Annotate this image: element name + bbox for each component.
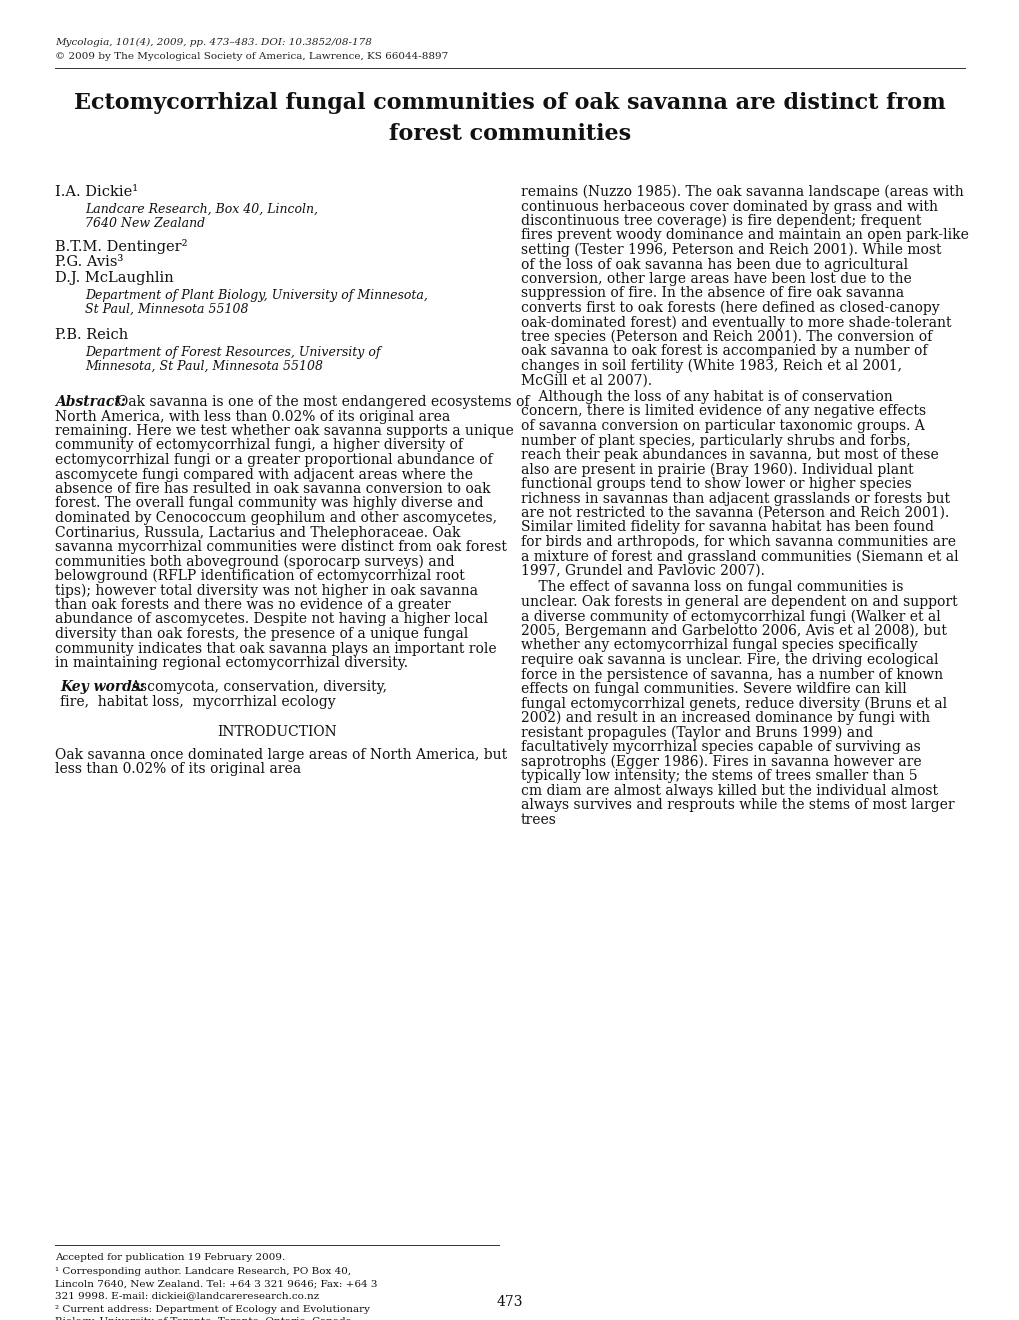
- Text: whether any ectomycorrhizal fungal species specifically: whether any ectomycorrhizal fungal speci…: [521, 639, 917, 652]
- Text: community indicates that oak savanna plays an important role: community indicates that oak savanna pla…: [55, 642, 496, 656]
- Text: Similar limited fidelity for savanna habitat has been found: Similar limited fidelity for savanna hab…: [521, 520, 933, 535]
- Text: Biology, University of Toronto, Toronto, Ontario, Canada: Biology, University of Toronto, Toronto,…: [55, 1317, 352, 1320]
- Text: Although the loss of any habitat is of conservation: Although the loss of any habitat is of c…: [521, 389, 892, 404]
- Text: North America, with less than 0.02% of its original area: North America, with less than 0.02% of i…: [55, 409, 449, 424]
- Text: resistant propagules (Taylor and Bruns 1999) and: resistant propagules (Taylor and Bruns 1…: [521, 726, 872, 741]
- Text: communities both aboveground (sporocarp surveys) and: communities both aboveground (sporocarp …: [55, 554, 454, 569]
- Text: of savanna conversion on particular taxonomic groups. A: of savanna conversion on particular taxo…: [521, 418, 924, 433]
- Text: in maintaining regional ectomycorrhizal diversity.: in maintaining regional ectomycorrhizal …: [55, 656, 408, 671]
- Text: savanna mycorrhizal communities were distinct from oak forest: savanna mycorrhizal communities were dis…: [55, 540, 506, 554]
- Text: 1997, Grundel and Pavlovic 2007).: 1997, Grundel and Pavlovic 2007).: [521, 564, 764, 578]
- Text: © 2009 by The Mycological Society of America, Lawrence, KS 66044-8897: © 2009 by The Mycological Society of Ame…: [55, 51, 447, 61]
- Text: number of plant species, particularly shrubs and forbs,: number of plant species, particularly sh…: [521, 433, 910, 447]
- Text: oak-dominated forest) and eventually to more shade-tolerant: oak-dominated forest) and eventually to …: [521, 315, 951, 330]
- Text: remaining. Here we test whether oak savanna supports a unique: remaining. Here we test whether oak sava…: [55, 424, 514, 438]
- Text: trees: trees: [521, 813, 556, 826]
- Text: force in the persistence of savanna, has a number of known: force in the persistence of savanna, has…: [521, 668, 943, 681]
- Text: less than 0.02% of its original area: less than 0.02% of its original area: [55, 762, 301, 776]
- Text: 473: 473: [496, 1295, 523, 1309]
- Text: B.T.M. Dentinger²: B.T.M. Dentinger²: [55, 239, 187, 253]
- Text: Mycologia, 101(4), 2009, pp. 473–483. DOI: 10.3852/08-178: Mycologia, 101(4), 2009, pp. 473–483. DO…: [55, 38, 372, 48]
- Text: Accepted for publication 19 February 2009.: Accepted for publication 19 February 200…: [55, 1253, 285, 1262]
- Text: 2005, Bergemann and Garbelotto 2006, Avis et al 2008), but: 2005, Bergemann and Garbelotto 2006, Avi…: [521, 624, 946, 639]
- Text: forest. The overall fungal community was highly diverse and: forest. The overall fungal community was…: [55, 496, 483, 511]
- Text: saprotrophs (Egger 1986). Fires in savanna however are: saprotrophs (Egger 1986). Fires in savan…: [521, 755, 921, 768]
- Text: P.G. Avis³: P.G. Avis³: [55, 255, 123, 269]
- Text: require oak savanna is unclear. Fire, the driving ecological: require oak savanna is unclear. Fire, th…: [521, 653, 937, 667]
- Text: concern, there is limited evidence of any negative effects: concern, there is limited evidence of an…: [521, 404, 925, 418]
- Text: typically low intensity; the stems of trees smaller than 5: typically low intensity; the stems of tr…: [521, 770, 917, 783]
- Text: Landcare Research, Box 40, Lincoln,: Landcare Research, Box 40, Lincoln,: [85, 203, 318, 216]
- Text: Abstract:: Abstract:: [55, 395, 125, 409]
- Text: ¹ Corresponding author. Landcare Research, PO Box 40,: ¹ Corresponding author. Landcare Researc…: [55, 1267, 351, 1276]
- Text: absence of fire has resulted in oak savanna conversion to oak: absence of fire has resulted in oak sava…: [55, 482, 490, 496]
- Text: INTRODUCTION: INTRODUCTION: [217, 726, 336, 739]
- Text: abundance of ascomycetes. Despite not having a higher local: abundance of ascomycetes. Despite not ha…: [55, 612, 487, 627]
- Text: cm diam are almost always killed but the individual almost: cm diam are almost always killed but the…: [521, 784, 937, 797]
- Text: functional groups tend to show lower or higher species: functional groups tend to show lower or …: [521, 477, 911, 491]
- Text: for birds and arthropods, for which savanna communities are: for birds and arthropods, for which sava…: [521, 535, 955, 549]
- Text: tips); however total diversity was not higher in oak savanna: tips); however total diversity was not h…: [55, 583, 478, 598]
- Text: fungal ectomycorrhizal genets, reduce diversity (Bruns et al: fungal ectomycorrhizal genets, reduce di…: [521, 697, 947, 711]
- Text: Department of Forest Resources, University of: Department of Forest Resources, Universi…: [85, 346, 380, 359]
- Text: a diverse community of ectomycorrhizal fungi (Walker et al: a diverse community of ectomycorrhizal f…: [521, 610, 940, 624]
- Text: fires prevent woody dominance and maintain an open park-like: fires prevent woody dominance and mainta…: [521, 228, 968, 243]
- Text: oak savanna to oak forest is accompanied by a number of: oak savanna to oak forest is accompanied…: [521, 345, 926, 359]
- Text: McGill et al 2007).: McGill et al 2007).: [521, 374, 651, 388]
- Text: St Paul, Minnesota 55108: St Paul, Minnesota 55108: [85, 304, 249, 315]
- Text: effects on fungal communities. Severe wildfire can kill: effects on fungal communities. Severe wi…: [521, 682, 906, 696]
- Text: Oak savanna once dominated large areas of North America, but: Oak savanna once dominated large areas o…: [55, 747, 506, 762]
- Text: than oak forests and there was no evidence of a greater: than oak forests and there was no eviden…: [55, 598, 450, 612]
- Text: Oak savanna is one of the most endangered ecosystems of: Oak savanna is one of the most endangere…: [117, 395, 529, 409]
- Text: community of ectomycorrhizal fungi, a higher diversity of: community of ectomycorrhizal fungi, a hi…: [55, 438, 463, 453]
- Text: converts first to oak forests (here defined as closed-canopy: converts first to oak forests (here defi…: [521, 301, 938, 315]
- Text: 2002) and result in an increased dominance by fungi with: 2002) and result in an increased dominan…: [521, 711, 929, 726]
- Text: I.A. Dickie¹: I.A. Dickie¹: [55, 185, 138, 199]
- Text: also are present in prairie (Bray 1960). Individual plant: also are present in prairie (Bray 1960).…: [521, 462, 913, 477]
- Text: suppression of fire. In the absence of fire oak savanna: suppression of fire. In the absence of f…: [521, 286, 903, 301]
- Text: Ascomycota, conservation, diversity,: Ascomycota, conservation, diversity,: [129, 681, 386, 694]
- Text: 7640 New Zealand: 7640 New Zealand: [85, 216, 205, 230]
- Text: of the loss of oak savanna has been due to agricultural: of the loss of oak savanna has been due …: [521, 257, 907, 272]
- Text: The effect of savanna loss on fungal communities is: The effect of savanna loss on fungal com…: [521, 581, 903, 594]
- Text: discontinuous tree coverage) is fire dependent; frequent: discontinuous tree coverage) is fire dep…: [521, 214, 920, 228]
- Text: are not restricted to the savanna (Peterson and Reich 2001).: are not restricted to the savanna (Peter…: [521, 506, 949, 520]
- Text: ascomycete fungi compared with adjacent areas where the: ascomycete fungi compared with adjacent …: [55, 467, 473, 482]
- Text: facultatively mycorrhizal species capable of surviving as: facultatively mycorrhizal species capabl…: [521, 741, 920, 754]
- Text: Key words:: Key words:: [60, 681, 145, 694]
- Text: ectomycorrhizal fungi or a greater proportional abundance of: ectomycorrhizal fungi or a greater propo…: [55, 453, 492, 467]
- Text: conversion, other large areas have been lost due to the: conversion, other large areas have been …: [521, 272, 911, 286]
- Text: Ectomycorrhizal fungal communities of oak savanna are distinct from
forest commu: Ectomycorrhizal fungal communities of oa…: [74, 92, 945, 144]
- Text: reach their peak abundances in savanna, but most of these: reach their peak abundances in savanna, …: [521, 447, 937, 462]
- Text: belowground (RFLP identification of ectomycorrhizal root: belowground (RFLP identification of ecto…: [55, 569, 465, 583]
- Text: setting (Tester 1996, Peterson and Reich 2001). While most: setting (Tester 1996, Peterson and Reich…: [521, 243, 941, 257]
- Text: diversity than oak forests, the presence of a unique fungal: diversity than oak forests, the presence…: [55, 627, 468, 642]
- Text: continuous herbaceous cover dominated by grass and with: continuous herbaceous cover dominated by…: [521, 199, 937, 214]
- Text: remains (Nuzzo 1985). The oak savanna landscape (areas with: remains (Nuzzo 1985). The oak savanna la…: [521, 185, 963, 199]
- Text: 321 9998. E-mail: dickiei@landcareresearch.co.nz: 321 9998. E-mail: dickiei@landcareresear…: [55, 1291, 319, 1300]
- Text: unclear. Oak forests in general are dependent on and support: unclear. Oak forests in general are depe…: [521, 595, 957, 609]
- Text: a mixture of forest and grassland communities (Siemann et al: a mixture of forest and grassland commun…: [521, 549, 958, 564]
- Text: fire,  habitat loss,  mycorrhizal ecology: fire, habitat loss, mycorrhizal ecology: [60, 696, 335, 709]
- Text: Department of Plant Biology, University of Minnesota,: Department of Plant Biology, University …: [85, 289, 427, 302]
- Text: ² Current address: Department of Ecology and Evolutionary: ² Current address: Department of Ecology…: [55, 1305, 370, 1313]
- Text: Cortinarius, Russula, Lactarius and Thelephoraceae. Oak: Cortinarius, Russula, Lactarius and Thel…: [55, 525, 460, 540]
- Text: richness in savannas than adjacent grasslands or forests but: richness in savannas than adjacent grass…: [521, 491, 949, 506]
- Text: always survives and resprouts while the stems of most larger: always survives and resprouts while the …: [521, 799, 954, 812]
- Text: changes in soil fertility (White 1983, Reich et al 2001,: changes in soil fertility (White 1983, R…: [521, 359, 901, 374]
- Text: dominated by Cenococcum geophilum and other ascomycetes,: dominated by Cenococcum geophilum and ot…: [55, 511, 496, 525]
- Text: tree species (Peterson and Reich 2001). The conversion of: tree species (Peterson and Reich 2001). …: [521, 330, 931, 345]
- Text: Minnesota, St Paul, Minnesota 55108: Minnesota, St Paul, Minnesota 55108: [85, 360, 323, 374]
- Text: P.B. Reich: P.B. Reich: [55, 327, 128, 342]
- Text: Lincoln 7640, New Zealand. Tel: +64 3 321 9646; Fax: +64 3: Lincoln 7640, New Zealand. Tel: +64 3 32…: [55, 1279, 377, 1288]
- Text: D.J. McLaughlin: D.J. McLaughlin: [55, 271, 173, 285]
